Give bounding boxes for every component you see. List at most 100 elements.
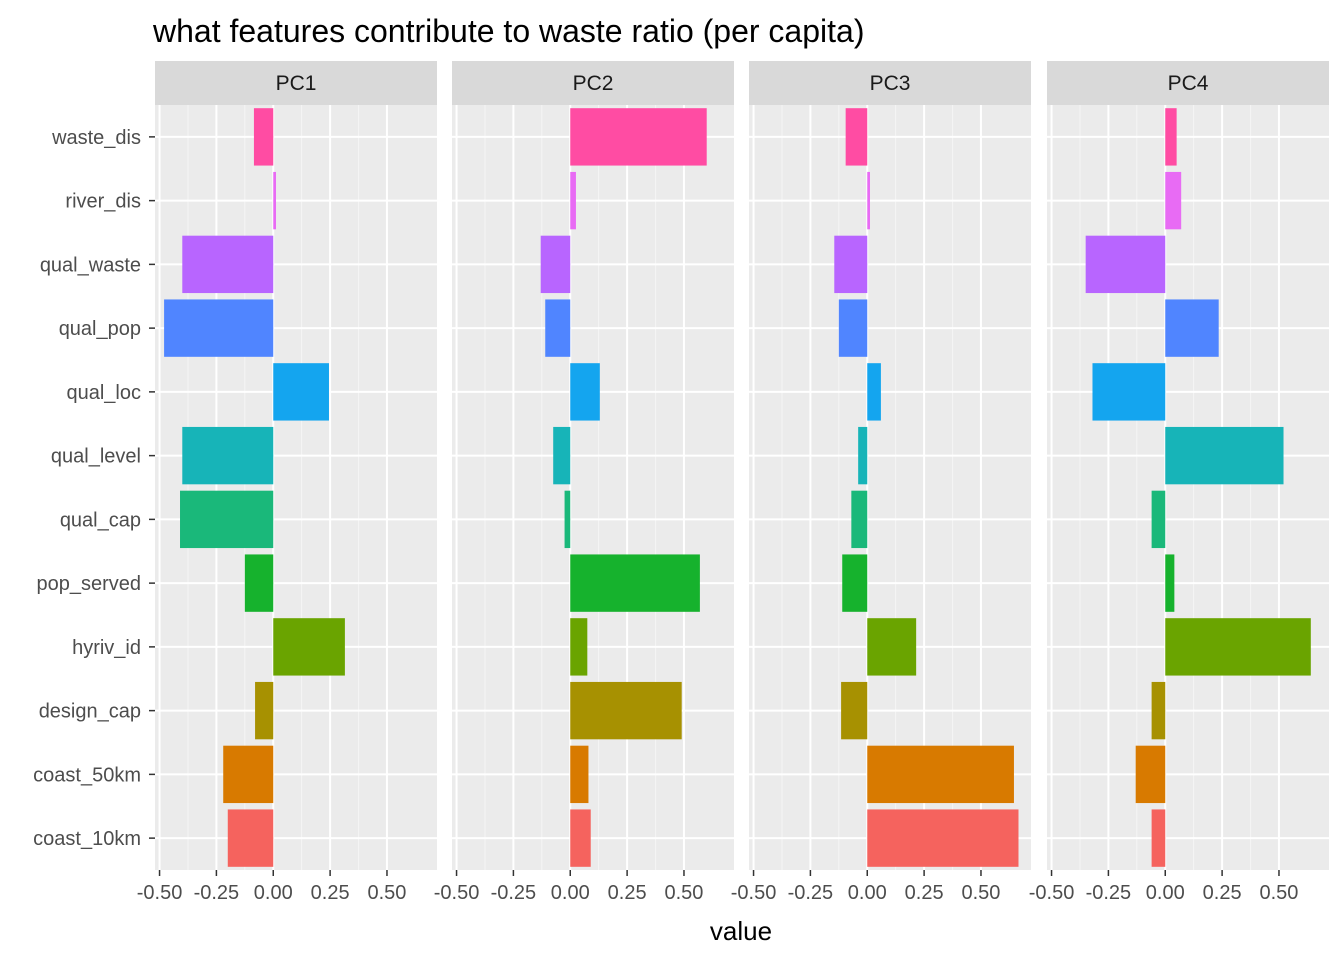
x-tick-label: 0.25	[1203, 882, 1242, 904]
bar-pc2-pop_served	[570, 554, 700, 612]
bar-pc2-river_dis	[570, 171, 576, 230]
bar-pc3-coast_50km	[867, 745, 1014, 804]
bar-pc3-waste_dis	[845, 108, 868, 166]
bar-pc4-waste_dis	[1165, 108, 1177, 166]
facet-panel-pc1: PC1 -0.50 -0.25 0.00 0.25 0.50	[137, 61, 437, 904]
y-tick-label: coast_10km	[33, 828, 141, 850]
panel-background	[749, 105, 1031, 870]
bar-pc3-qual_loc	[867, 363, 881, 421]
bar-pc4-river_dis	[1165, 171, 1182, 230]
bar-pc1-qual_waste	[182, 235, 274, 294]
bar-pc2-design_cap	[570, 681, 682, 740]
y-tick-label: design_cap	[39, 701, 141, 723]
panel-background	[1047, 105, 1329, 870]
x-tick-label: -0.50	[731, 882, 777, 904]
facet-strip	[155, 61, 437, 105]
y-tick-label: river_dis	[65, 191, 141, 213]
bar-pc1-qual_cap	[180, 490, 274, 549]
y-tick-label: waste_dis	[51, 127, 141, 149]
bar-pc1-river_dis	[273, 171, 276, 230]
x-tick-label: 0.50	[1259, 882, 1298, 904]
x-tick-label: 0.25	[608, 882, 647, 904]
bar-pc2-qual_loc	[570, 363, 600, 421]
bar-pc4-qual_waste	[1085, 235, 1166, 294]
bar-pc1-qual_level	[182, 426, 274, 485]
bar-pc4-hyriv_id	[1165, 618, 1311, 676]
bar-pc2-qual_waste	[540, 235, 571, 294]
bar-pc3-qual_pop	[838, 299, 868, 357]
bar-pc2-coast_10km	[570, 809, 591, 867]
x-tick-label: -0.50	[1029, 882, 1075, 904]
x-tick-label: 0.00	[551, 882, 590, 904]
bar-pc4-qual_cap	[1151, 490, 1166, 549]
panel-background	[155, 105, 437, 870]
facet-panels: PC1 -0.50 -0.25 0.00 0.25 0.50 PC2 -0.50 -0.25 0.…	[137, 61, 1329, 904]
facet-strip-label: PC3	[870, 72, 911, 95]
bar-pc3-pop_served	[842, 554, 868, 612]
y-tick-label: qual_pop	[59, 318, 141, 340]
bar-pc2-hyriv_id	[570, 618, 588, 676]
x-tick-label: -0.50	[434, 882, 480, 904]
bar-pc1-design_cap	[255, 681, 274, 740]
x-tick-label: 0.50	[961, 882, 1000, 904]
y-tick-label: qual_cap	[60, 509, 141, 531]
bar-pc2-qual_cap	[564, 490, 571, 549]
y-tick-label: pop_served	[36, 573, 141, 595]
y-tick-label: qual_loc	[66, 382, 141, 404]
panel-background	[452, 105, 734, 870]
bar-pc4-qual_pop	[1165, 299, 1219, 357]
facet-strip	[452, 61, 734, 105]
bar-pc3-hyriv_id	[867, 618, 917, 676]
y-tick-label: qual_level	[51, 446, 141, 468]
facet-panel-pc4: PC4 -0.50 -0.25 0.00 0.25 0.50	[1029, 61, 1329, 904]
bar-pc1-coast_10km	[227, 809, 274, 867]
bar-pc4-design_cap	[1151, 681, 1166, 740]
bar-pc3-river_dis	[867, 171, 870, 230]
bar-pc3-coast_10km	[867, 809, 1019, 867]
x-tick-label: 0.00	[848, 882, 887, 904]
facet-strip-label: PC4	[1168, 72, 1209, 95]
x-tick-label: -0.25	[1086, 882, 1132, 904]
bar-pc2-qual_level	[553, 426, 571, 485]
x-tick-label: 0.25	[905, 882, 944, 904]
facet-strip-label: PC2	[573, 72, 614, 95]
bar-pc4-coast_50km	[1135, 745, 1166, 804]
bar-pc3-qual_cap	[851, 490, 868, 549]
bar-pc3-qual_waste	[834, 235, 868, 294]
x-axis-label: value	[710, 916, 772, 946]
x-tick-label: 0.00	[254, 882, 293, 904]
y-tick-label: qual_waste	[40, 254, 141, 276]
chart-title: what features contribute to waste ratio …	[152, 13, 864, 49]
y-tick-label: coast_50km	[33, 764, 141, 786]
bar-pc1-waste_dis	[253, 108, 274, 166]
facet-strip-label: PC1	[276, 72, 317, 95]
x-tick-label: 0.00	[1146, 882, 1185, 904]
x-tick-label: -0.50	[137, 882, 183, 904]
bar-pc4-pop_served	[1165, 554, 1175, 612]
bar-pc2-qual_pop	[545, 299, 571, 357]
bar-pc4-qual_level	[1165, 426, 1284, 485]
y-tick-label: hyriv_id	[72, 637, 141, 659]
bar-pc3-qual_level	[858, 426, 868, 485]
bar-pc1-pop_served	[244, 554, 274, 612]
x-tick-label: 0.50	[367, 882, 406, 904]
x-tick-label: 0.25	[311, 882, 350, 904]
bar-pc2-waste_dis	[570, 108, 707, 166]
facet-strip	[749, 61, 1031, 105]
x-tick-label: -0.25	[788, 882, 834, 904]
facet-strip	[1047, 61, 1329, 105]
bar-pc4-coast_10km	[1151, 809, 1166, 867]
bar-pc1-hyriv_id	[273, 618, 345, 676]
x-tick-label: -0.25	[194, 882, 240, 904]
bar-pc2-coast_50km	[570, 745, 589, 804]
x-tick-label: 0.50	[664, 882, 703, 904]
bar-pc3-design_cap	[841, 681, 868, 740]
facet-panel-pc3: PC3 -0.50 -0.25 0.00 0.25 0.50	[731, 61, 1031, 904]
bar-pc1-qual_loc	[273, 363, 329, 421]
facet-panel-pc2: PC2 -0.50 -0.25 0.00 0.25 0.50	[434, 61, 734, 904]
bar-pc1-coast_50km	[223, 745, 274, 804]
y-axis: waste_dis river_dis qual_waste qual_popqual…	[33, 127, 155, 850]
bar-pc1-qual_pop	[164, 299, 274, 357]
bar-pc4-qual_loc	[1092, 363, 1166, 421]
